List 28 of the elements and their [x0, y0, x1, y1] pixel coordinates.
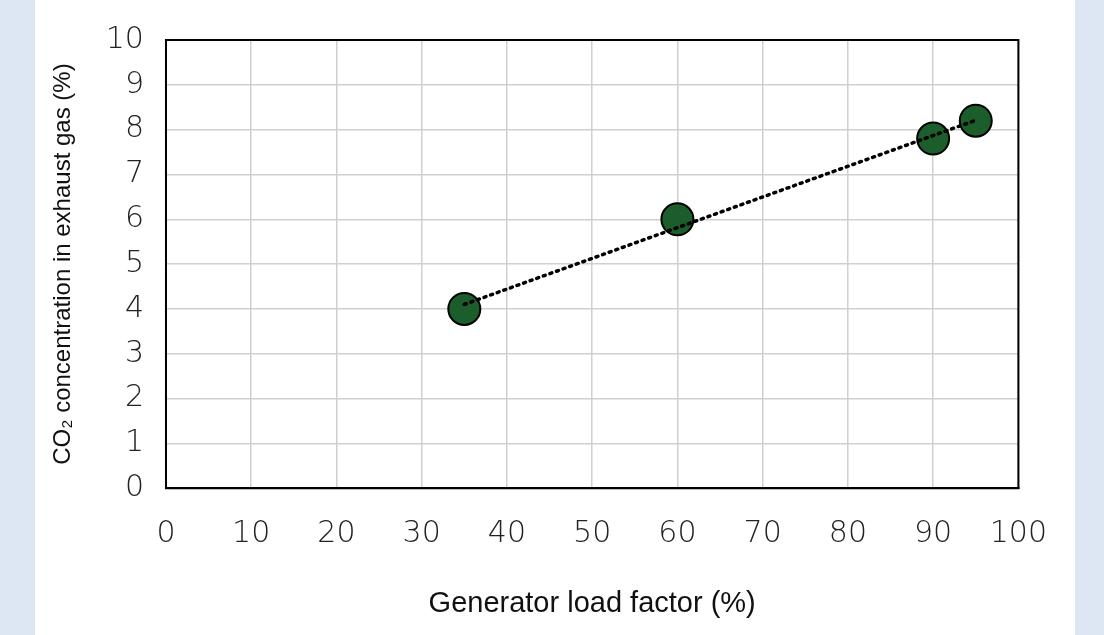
x-tick-label: 0	[156, 514, 176, 549]
point	[916, 121, 951, 156]
y-tick-label: 10	[105, 19, 144, 55]
x-tick-label: 50	[573, 514, 612, 549]
y-tick-label: 1	[124, 423, 144, 459]
x-tick-label: 40	[487, 514, 527, 549]
point	[447, 291, 482, 326]
y-tick-label: 6	[124, 199, 144, 235]
point	[660, 202, 695, 237]
x-tick-label: 80	[828, 514, 867, 549]
x-tick-label: 100	[989, 514, 1047, 549]
y-tick-label: 5	[124, 243, 144, 279]
x-tick-label: 10	[232, 514, 271, 549]
x-tick-label: 90	[914, 514, 953, 549]
y-tick-label: 3	[124, 333, 144, 369]
y-tick-label: 2	[124, 378, 144, 414]
x-tick-label: 70	[743, 514, 782, 549]
y-tick-label: 8	[124, 109, 144, 145]
y-tick-label: 9	[124, 64, 144, 100]
y-tick-label: 7	[124, 154, 144, 190]
x-tick-label: 20	[317, 514, 356, 549]
y-axis-title: CO₂ concentration in exhaust gas (%)	[48, 63, 76, 465]
x-tick-label: 30	[402, 514, 441, 549]
x-tick-label: 60	[658, 514, 697, 549]
point	[958, 103, 993, 138]
y-tick-label: 4	[124, 288, 144, 324]
x-axis-title: Generator load factor (%)	[428, 585, 756, 618]
y-tick-label: 0	[124, 468, 144, 503]
